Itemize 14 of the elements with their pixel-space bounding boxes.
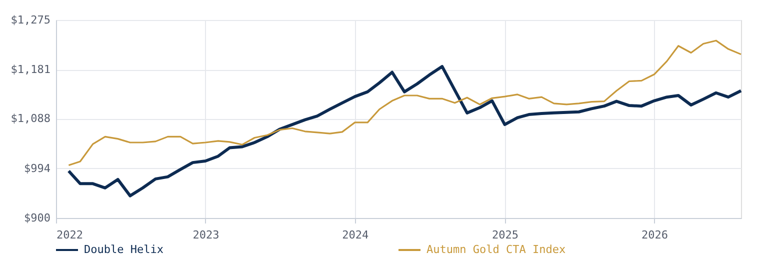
- y-tick-label: $1,275: [10, 14, 50, 26]
- y-tick-label: $1,181: [10, 63, 50, 76]
- x-tick-label: 2023: [192, 228, 220, 242]
- y-tick-label: $900: [24, 212, 50, 224]
- x-tick-label: 2025: [492, 228, 518, 242]
- x-tick-label: 2024: [342, 228, 370, 242]
- legend-label: Autumn Gold CTA Index: [426, 243, 566, 256]
- legend-label: Double Helix: [84, 243, 164, 256]
- line-series: [67, 64, 742, 198]
- y-tick-label: $994: [24, 162, 51, 175]
- x-tick-label: 2022: [56, 228, 83, 242]
- y-tick-label: $1,088: [10, 112, 50, 126]
- x-tick-label: 2026: [641, 228, 668, 242]
- line-series: [68, 40, 742, 166]
